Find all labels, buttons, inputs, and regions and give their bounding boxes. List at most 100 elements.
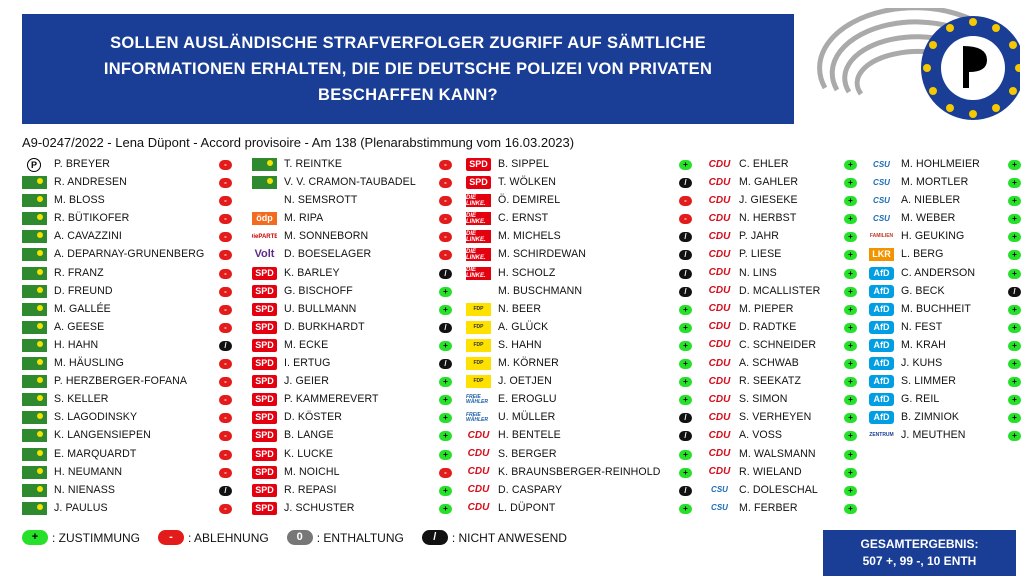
vote-badge-minus: - [439,232,452,243]
party-logo-spd: SPD [466,158,491,171]
member-row: CDU A. SCHWAB + [707,355,857,373]
member-name: M. GALLÉE [54,302,111,315]
member-row: CDU R. SEEKATZ + [707,373,857,391]
member-name: D. CASPARY [498,483,563,496]
member-row: K. LANGENSIEPEN - [22,427,232,445]
member-name: N. HERBST [739,212,797,225]
member-row: CDU N. HERBST + [707,210,857,228]
question-title: SOLLEN AUSLÄNDISCHE STRAFVERFOLGER ZUGRI… [103,34,713,104]
member-row: M. BUSCHMANN / [466,283,692,301]
member-name: L. BERG [901,248,944,261]
party-logo-gruene [22,357,47,371]
member-row: SPD K. BARLEY / [252,265,452,283]
party-logo-cdu: CDU [708,212,731,224]
member-name: B. LANGE [284,429,334,442]
member-name: M. BUCHHEIT [901,302,971,315]
column-4: CDU C. EHLER + CDU M. GAHLER + CDU J. GIESEKE + C… [707,156,857,518]
vote-badge-plus: + [439,431,452,442]
vote-badge-plus: + [679,160,692,170]
column-5: CSU M. HOHLMEIER + CSU M. MORTLER + CSU A. NIEB… [869,156,1021,446]
legend-item-na: /: NICHT ANWESEND [421,530,567,545]
party-logo-fw2: FREIE WÄHLER [466,393,488,405]
member-name: N. BEER [498,302,542,315]
member-name: J. KUHS [901,357,943,370]
vote-badge-na: / [679,431,692,442]
party-logo-fw2: FREIE WÄHLER [466,411,488,423]
member-row: CDU C. EHLER + [707,156,857,174]
member-row: S. KELLER - [22,391,232,409]
member-row: DIE LINKE. M. MICHELS / [466,228,692,246]
member-name: M. MORTLER [901,176,969,189]
party-logo-csu: CSU [873,177,890,187]
party-logo-spd: SPD [252,447,277,461]
column-3: SPD B. SIPPEL + SPD T. WÖLKEN / DIE LINKE. Ö. D… [466,156,692,518]
vote-badge-plus: + [679,503,692,514]
member-name: S. KELLER [54,393,109,406]
vote-badge-plus: + [679,377,692,388]
member-row: CDU M. PIEPER + [707,301,857,319]
member-name: T. REINTKE [284,158,343,170]
vote-badge-plus: + [1008,196,1021,207]
party-logo-cdu: CDU [708,285,731,297]
vote-badge-minus: - [219,160,232,170]
vote-badge-na: / [439,322,452,333]
member-name: M. ECKE [284,338,329,351]
member-row: AfD M. BUCHHEIT + [869,301,1021,319]
member-row: CDU D. MCALLISTER + [707,283,857,301]
member-row: SPD G. BISCHOFF + [252,283,452,301]
party-logo-gruene [22,230,47,244]
member-name: M. NOICHL [284,465,340,478]
member-name: K. LUCKE [284,447,334,460]
vote-badge-plus: + [679,304,692,315]
vote-subtitle: A9-0247/2022 - Lena Düpont - Accord prov… [22,135,575,150]
member-row: SPD T. WÖLKEN / [466,174,692,192]
legend-badge-minus: - [158,530,184,545]
legend-label: : ZUSTIMMUNG [52,530,140,545]
party-logo-cdu: CDU [708,176,731,188]
member-name: R. BÜTIKOFER [54,212,130,225]
member-row: CDU C. SCHNEIDER + [707,337,857,355]
party-logo-gruene [22,447,47,461]
member-row: A. DEPARNAY-GRUNENBERG - [22,246,232,264]
party-logo-afd: AfD [869,357,894,371]
column-1: P P. BREYER - R. ANDRESEN - M. BLOSS - R. BÜTIK… [22,156,232,518]
member-row: SPD B. LANGE + [252,427,452,445]
total-result: GESAMTERGEBNIS: 507 +, 99 -, 10 ENTH [823,530,1016,576]
column-2: T. REINTKE - V. V. CRAMON-TAUBADEL - N. SEMS… [252,156,452,518]
vote-badge-plus: + [1008,214,1021,225]
party-logo-afd: AfD [869,393,894,407]
member-row: P P. BREYER - [22,156,232,174]
party-logo-csu: CSU [873,213,890,223]
party-logo-afd: AfD [869,266,894,280]
question-title-banner: SOLLEN AUSLÄNDISCHE STRAFVERFOLGER ZUGRI… [22,14,794,124]
vote-badge-na: / [679,232,692,243]
party-logo-spd: SPD [252,501,277,515]
member-row: R. ANDRESEN - [22,174,232,192]
member-name: N. SEMSROTT [284,194,358,207]
member-row: CSU C. DOLESCHAL + [707,482,857,500]
vote-badge-plus: + [844,304,857,315]
member-row: M. BLOSS - [22,192,232,210]
member-row: CSU M. MORTLER + [869,174,1021,192]
party-logo-afd: AfD [869,302,894,316]
member-row: FAMILIEN H. GEUKING + [869,228,1021,246]
vote-badge-minus: - [439,160,452,170]
member-row: R. FRANZ - [22,265,232,283]
vote-badge-minus: - [679,214,692,225]
party-logo-cdu: CDU [467,502,490,514]
member-row: CSU M. WEBER + [869,210,1021,228]
member-name: B. SIPPEL [498,158,549,170]
member-row: CDU K. BRAUNSBERGER-REINHOLD + [466,464,692,482]
vote-badge-plus: + [844,395,857,406]
vote-badge-na: / [679,178,692,189]
member-name: L. DÜPONT [498,501,556,514]
member-name: M. WEBER [901,212,956,225]
member-name: K. BRAUNSBERGER-REINHOLD [498,465,661,478]
member-row: J. PAULUS - [22,500,232,518]
member-name: G. BISCHOFF [284,284,353,297]
party-logo-cdu: CDU [708,248,731,260]
member-row: CDU D. RADTKE + [707,319,857,337]
member-name: D. BURKHARDT [284,320,365,333]
member-name: J. GIESEKE [739,194,798,207]
member-name: G. BECK [901,284,945,297]
